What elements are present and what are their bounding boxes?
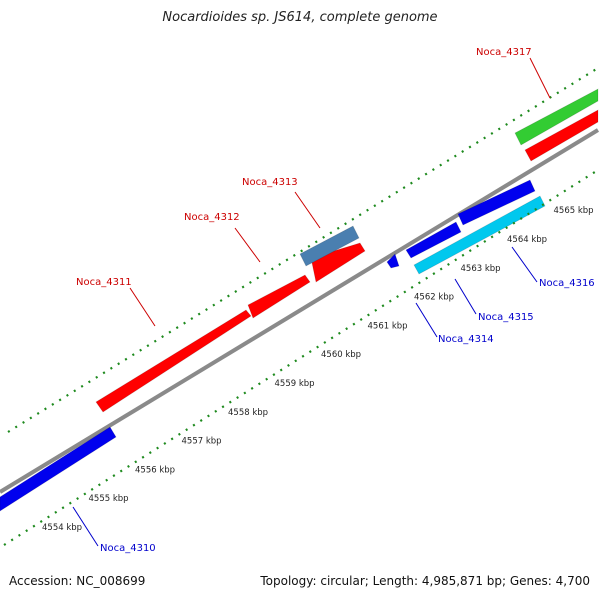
leader-noca-4316 bbox=[511, 246, 538, 283]
reverse-genes bbox=[0, 179, 546, 512]
inner-tick-track bbox=[3, 169, 599, 546]
outer-tick-line bbox=[7, 67, 599, 433]
forward-genes bbox=[95, 88, 599, 413]
scale-label: 4562 kbp bbox=[414, 293, 454, 303]
gene-noca-4317-green[interactable] bbox=[514, 88, 599, 146]
leader-noca-4314 bbox=[415, 302, 438, 338]
scale-label: 4554 kbp bbox=[42, 523, 82, 533]
gene-label-leaders bbox=[72, 57, 551, 547]
gene-label-noca-4311[interactable]: Noca_4311 bbox=[76, 277, 132, 288]
gene-label-noca-4315[interactable]: Noca_4315 bbox=[478, 312, 534, 323]
gene-labels: Noca_4317 Noca_4313 Noca_4312 Noca_4311 … bbox=[76, 47, 595, 554]
leader-noca-4313 bbox=[294, 191, 321, 229]
backbone bbox=[0, 128, 600, 494]
accession-text: Accession: NC_008699 bbox=[9, 574, 146, 588]
scale-label: 4559 kbp bbox=[275, 379, 315, 389]
gene-noca-4316[interactable] bbox=[457, 179, 536, 226]
scale-label: 4560 kbp bbox=[321, 350, 361, 360]
genome-backbone bbox=[0, 128, 600, 494]
scale-label: 4563 kbp bbox=[461, 264, 501, 274]
scale-label: 4557 kbp bbox=[182, 437, 222, 447]
leader-noca-4312 bbox=[234, 227, 261, 263]
scale-label: 4558 kbp bbox=[228, 408, 268, 418]
scale-label: 4565 kbp bbox=[554, 206, 594, 216]
scale-label: 4555 kbp bbox=[89, 494, 129, 504]
gene-noca-4310[interactable] bbox=[0, 426, 117, 512]
scale-label: 4564 kbp bbox=[507, 235, 547, 245]
gene-label-noca-4317[interactable]: Noca_4317 bbox=[476, 47, 532, 58]
gene-noca-4314[interactable] bbox=[405, 221, 462, 259]
gene-noca-4317-red[interactable] bbox=[524, 109, 599, 162]
inner-tick-line bbox=[3, 169, 599, 546]
gene-noca-4315[interactable] bbox=[413, 195, 546, 275]
scale-label: 4561 kbp bbox=[368, 321, 408, 331]
gene-label-noca-4313[interactable]: Noca_4313 bbox=[242, 177, 298, 188]
gene-noca-4312[interactable] bbox=[247, 274, 311, 319]
topology-summary: Topology: circular; Length: 4,985,871 bp… bbox=[260, 574, 590, 588]
gene-label-noca-4312[interactable]: Noca_4312 bbox=[184, 212, 240, 223]
leader-noca-4310 bbox=[72, 506, 99, 547]
map-title: Nocardioides sp. JS614, complete genome bbox=[162, 10, 438, 25]
outer-tick-track bbox=[7, 67, 599, 433]
gene-noca-4312b[interactable] bbox=[310, 242, 366, 283]
gene-noca-4314-small[interactable] bbox=[386, 253, 400, 269]
scale-labels: 4554 kbp 4555 kbp 4556 kbp 4557 kbp 4558 kbp… bbox=[42, 206, 594, 533]
gene-noca-4311[interactable] bbox=[95, 309, 252, 413]
gene-label-noca-4316[interactable]: Noca_4316 bbox=[539, 278, 595, 289]
gene-label-noca-4314[interactable]: Noca_4314 bbox=[438, 334, 494, 345]
gene-noca-4313[interactable] bbox=[299, 225, 360, 267]
leader-noca-4311 bbox=[129, 287, 156, 327]
gene-label-noca-4310[interactable]: Noca_4310 bbox=[100, 543, 156, 554]
leader-noca-4317 bbox=[529, 57, 551, 99]
scale-label: 4556 kbp bbox=[135, 465, 175, 475]
leader-noca-4315 bbox=[454, 278, 477, 315]
